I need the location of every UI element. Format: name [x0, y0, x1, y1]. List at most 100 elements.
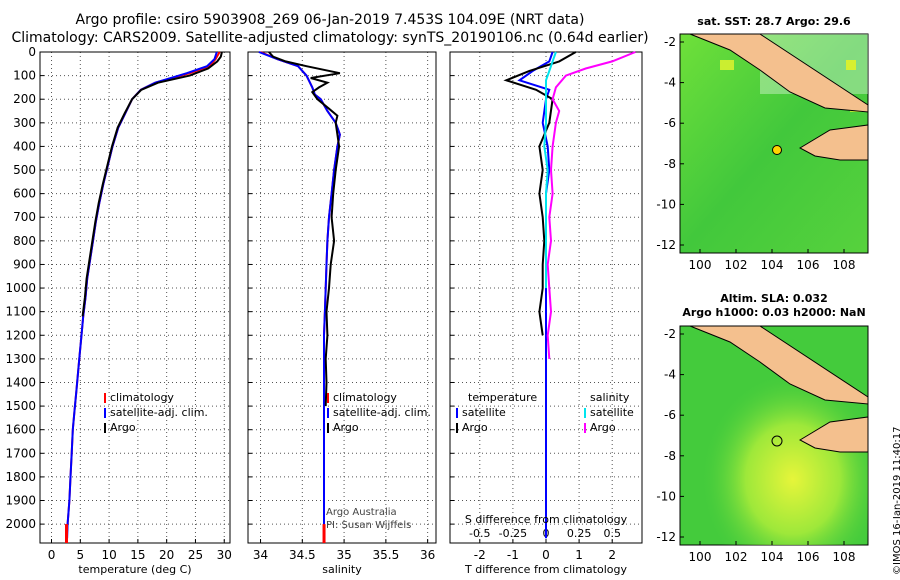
legend-diff-t-head: temperature: [468, 391, 538, 404]
map-x-tick-label: 108: [833, 258, 856, 272]
axes-frame: [39, 51, 231, 544]
y-tick-label: 1400: [5, 375, 36, 389]
x-tick-label: 35.5: [373, 548, 400, 562]
series-s-argo: [546, 51, 636, 359]
map-axes-top: -2 -4 -6 -8 -10 -12 100 102 104 106 108: [656, 35, 855, 272]
legend-swatch-sat: [327, 407, 329, 418]
credit-line2: PI: Susan Wijffels: [326, 520, 412, 531]
figure-title-line1: Argo profile: csiro 5903908_269 06-Jan-2…: [75, 12, 585, 28]
difference-legend-temperature: temperature satellite Argo: [456, 390, 537, 435]
x-tick-label: -1: [507, 548, 519, 562]
credits: Argo Australia PI: Susan Wijffels: [326, 506, 411, 532]
x-tick-label: 20: [159, 548, 174, 562]
y-tick-label: 1300: [5, 352, 36, 366]
x-tick-label: 35: [336, 548, 351, 562]
x-tick-label: 0: [542, 548, 550, 562]
map-bottom-title1: Altim. SLA: 0.032: [720, 292, 828, 305]
y-tick-label: 500: [13, 163, 36, 177]
legend-diff-s-argo: Argo: [590, 421, 616, 434]
x-tick-label: 30: [217, 548, 232, 562]
map-x-tick-label: 104: [761, 258, 784, 272]
y-tick-label: 1700: [5, 446, 36, 460]
map-y-tick-label: -2: [664, 35, 676, 49]
y-tick-label: 900: [13, 257, 36, 271]
map-bottom-title2: Argo h1000: 0.03 h2000: NaN: [682, 306, 866, 319]
y-tick-label: 200: [13, 92, 36, 106]
map-x-tick-label: 104: [761, 550, 784, 564]
map-y-tick-label: -4: [664, 76, 676, 90]
y-tick-label: 1500: [5, 399, 36, 413]
y-tick-label: 100: [13, 69, 36, 83]
y-tick-label: 1100: [5, 305, 36, 319]
x-tick-label: 0: [48, 548, 56, 562]
map-axes-bottom: -2 -4 -6 -8 -10 -12 100 102 104 106 108: [656, 327, 855, 564]
panel-temperature: 0 5 10 15 20 25 300100200300400500600700800900…: [5, 45, 231, 562]
salinity-legend: climatology satellite-adj. clim. Argo: [327, 390, 431, 435]
map-y-tick-label: -8: [664, 157, 676, 171]
legend-swatch-s-argo: [584, 422, 586, 433]
x2-tick-label: 0.5: [603, 527, 621, 540]
difference-xlabel2: S difference from climatology: [464, 513, 628, 526]
argo-location-marker-bottom: [771, 435, 783, 447]
difference-xlabel: T difference from climatology: [465, 563, 627, 576]
legend-swatch-t-sat: [456, 407, 458, 418]
y-tick-label: 0: [28, 45, 36, 59]
map-x-tick-label: 108: [833, 550, 856, 564]
map-y-tick-label: -12: [656, 530, 676, 544]
legend-temp-argo: Argo: [110, 421, 136, 434]
x2-tick-label: -0.25: [499, 527, 527, 540]
map-y-tick-label: -12: [656, 238, 676, 252]
map-y-tick-label: -6: [664, 408, 676, 422]
y-tick-label: 1600: [5, 423, 36, 437]
y-tick-label: 800: [13, 234, 36, 248]
map-x-tick-label: 102: [725, 550, 748, 564]
map-x-tick-label: 106: [797, 550, 820, 564]
series-t-argo: [503, 51, 577, 336]
credit-line1: Argo Australia: [326, 507, 397, 518]
y-tick-label: 600: [13, 187, 36, 201]
panel-difference: -2 -1 0 1 2-0.5 -0.25 0 0.25 0.5: [449, 51, 643, 562]
temperature-legend: climatology satellite-adj. clim. Argo: [104, 390, 208, 435]
x-tick-label: 5: [76, 548, 84, 562]
map-x-tick-label: 106: [797, 258, 820, 272]
map-x-tick-label: 100: [689, 258, 712, 272]
series-climatology: [65, 51, 221, 539]
map-y-tick-label: -6: [664, 116, 676, 130]
series-argo: [268, 51, 341, 407]
x-tick-label: 34.5: [289, 548, 316, 562]
x-tick-label: 2: [608, 548, 616, 562]
map-x-tick-label: 102: [725, 258, 748, 272]
x-tick-label: 10: [101, 548, 116, 562]
y-tick-label: 2000: [5, 517, 36, 531]
legend-diff-s-head: salinity: [590, 391, 630, 404]
map-y-tick-label: -10: [656, 489, 676, 503]
x-tick-label: 34: [253, 548, 268, 562]
map-y-tick-label: -2: [664, 327, 676, 341]
y-tick-label: 1200: [5, 328, 36, 342]
legend-temp-sat: satellite-adj. clim.: [110, 406, 208, 419]
map-y-tick-label: -4: [664, 368, 676, 382]
x-tick-label: 25: [188, 548, 203, 562]
x-tick-label: 36: [420, 548, 435, 562]
map-sst: [679, 33, 869, 254]
legend-temp-clim: climatology: [110, 391, 174, 404]
map-top-title: sat. SST: 28.7 Argo: 29.6: [697, 15, 851, 28]
x2-tick-label: -0.5: [469, 527, 490, 540]
legend-diff-t-argo: Argo: [462, 421, 488, 434]
y-tick-label: 300: [13, 116, 36, 130]
x-tick-label: 1: [575, 548, 583, 562]
x2-tick-label: 0.25: [567, 527, 592, 540]
salinity-xlabel: salinity: [322, 563, 362, 576]
temperature-xlabel: temperature (deg C): [78, 563, 192, 576]
series-argo: [81, 51, 223, 317]
figure-title-line2: Climatology: CARS2009. Satellite-adjuste…: [11, 30, 649, 46]
legend-swatch-s-sat: [584, 407, 586, 418]
map-x-tick-label: 100: [689, 550, 712, 564]
legend-sal-argo: Argo: [333, 421, 359, 434]
y-tick-label: 400: [13, 139, 36, 153]
legend-swatch-argo: [104, 422, 106, 433]
legend-sal-clim: climatology: [333, 391, 397, 404]
legend-swatch-clim: [327, 392, 329, 403]
legend-swatch-clim: [104, 392, 106, 403]
